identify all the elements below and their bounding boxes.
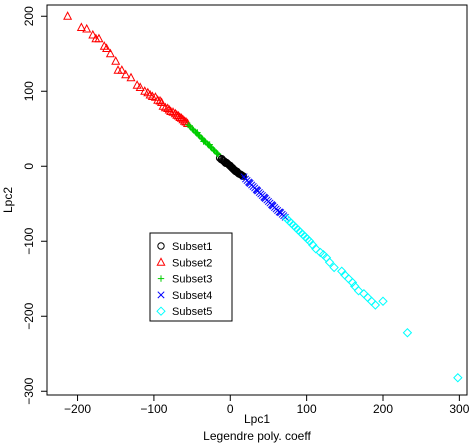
data-point xyxy=(276,208,284,216)
y-axis: −300 −200 −100 0 100 200 xyxy=(22,6,47,405)
data-point xyxy=(206,141,213,148)
data-point xyxy=(113,65,123,74)
x-tick-label: 300 xyxy=(449,402,469,416)
x-tick-label: 200 xyxy=(373,402,393,416)
data-point xyxy=(168,107,178,116)
series-subset2 xyxy=(63,11,193,127)
data-point xyxy=(160,102,170,112)
data-point xyxy=(76,22,86,31)
y-tick-label: 100 xyxy=(22,81,36,101)
legend-label: Subset3 xyxy=(172,274,212,286)
data-point xyxy=(94,33,104,43)
data-point xyxy=(378,296,388,306)
data-point xyxy=(275,208,283,216)
data-points xyxy=(63,11,463,383)
y-tick-label: 0 xyxy=(22,163,36,170)
data-point xyxy=(402,328,413,338)
data-point xyxy=(214,151,222,158)
data-point xyxy=(189,126,197,133)
legend-marker xyxy=(157,291,165,299)
series-subset4 xyxy=(240,173,289,221)
data-point xyxy=(237,170,245,179)
data-point xyxy=(343,274,354,284)
data-point xyxy=(228,164,237,172)
data-point xyxy=(211,147,218,154)
x-tick-label: 100 xyxy=(297,402,317,416)
data-point xyxy=(195,132,203,139)
y-tick-label: −300 xyxy=(22,377,36,404)
data-point xyxy=(164,104,174,114)
legend-label: Subset5 xyxy=(172,306,212,318)
data-point xyxy=(145,89,155,99)
data-point xyxy=(245,179,253,187)
x-tick-label: 0 xyxy=(227,402,234,416)
data-point xyxy=(111,56,121,65)
data-point xyxy=(207,144,215,151)
data-point xyxy=(198,135,206,142)
data-point xyxy=(366,296,377,306)
data-point xyxy=(370,300,381,310)
data-point xyxy=(359,289,369,299)
x-axis-title: Lpc1 xyxy=(244,412,270,426)
legend-marker xyxy=(156,306,166,316)
data-point xyxy=(82,23,92,33)
y-tick-label: −100 xyxy=(22,227,36,254)
data-point xyxy=(353,286,364,296)
data-point xyxy=(214,150,221,157)
legend-label: Subset4 xyxy=(172,290,212,302)
data-point xyxy=(268,201,276,209)
legend-marker xyxy=(157,242,165,250)
legend-marker xyxy=(157,275,165,282)
data-point xyxy=(126,72,136,82)
data-point xyxy=(155,95,165,105)
x-axis: −200 −100 0 100 200 300 xyxy=(64,395,470,416)
data-point xyxy=(153,95,163,104)
data-point xyxy=(363,292,373,303)
x-axis-subtitle: Legendre poly. coeff xyxy=(203,429,311,443)
data-point xyxy=(135,82,145,91)
data-point xyxy=(163,103,173,112)
data-point xyxy=(194,129,201,136)
plot-frame xyxy=(46,4,468,396)
data-point xyxy=(324,257,335,267)
data-point xyxy=(117,65,127,74)
legend-label: Subset2 xyxy=(172,257,212,269)
data-point xyxy=(186,122,193,129)
series-subset3 xyxy=(185,121,222,158)
data-point xyxy=(105,48,115,58)
data-point xyxy=(253,186,261,194)
data-point xyxy=(311,244,321,254)
data-point xyxy=(453,373,463,383)
series-subset5 xyxy=(282,214,463,383)
data-point xyxy=(261,194,269,202)
data-point xyxy=(166,106,176,115)
x-tick-label: −100 xyxy=(140,402,167,416)
data-point xyxy=(321,253,332,263)
data-point xyxy=(238,172,247,180)
data-point xyxy=(158,101,168,110)
y-axis-title: Lpc2 xyxy=(1,187,15,213)
data-point xyxy=(88,29,98,39)
data-point xyxy=(200,138,207,145)
data-point xyxy=(102,43,112,52)
data-point xyxy=(329,262,339,273)
y-tick-label: −200 xyxy=(22,302,36,329)
data-point xyxy=(218,155,226,163)
y-tick-label: 200 xyxy=(22,6,36,26)
data-point xyxy=(176,113,186,122)
legend: Subset1 Subset2 Subset3 Subset4 Subset5 xyxy=(149,232,233,322)
data-point xyxy=(226,161,234,170)
legend-label: Subset1 xyxy=(172,241,212,253)
legend-marker xyxy=(156,257,166,266)
x-tick-label: −200 xyxy=(64,402,91,416)
series-subset1 xyxy=(215,154,247,180)
data-point xyxy=(347,277,358,288)
data-point xyxy=(121,69,131,79)
data-point xyxy=(63,11,73,20)
